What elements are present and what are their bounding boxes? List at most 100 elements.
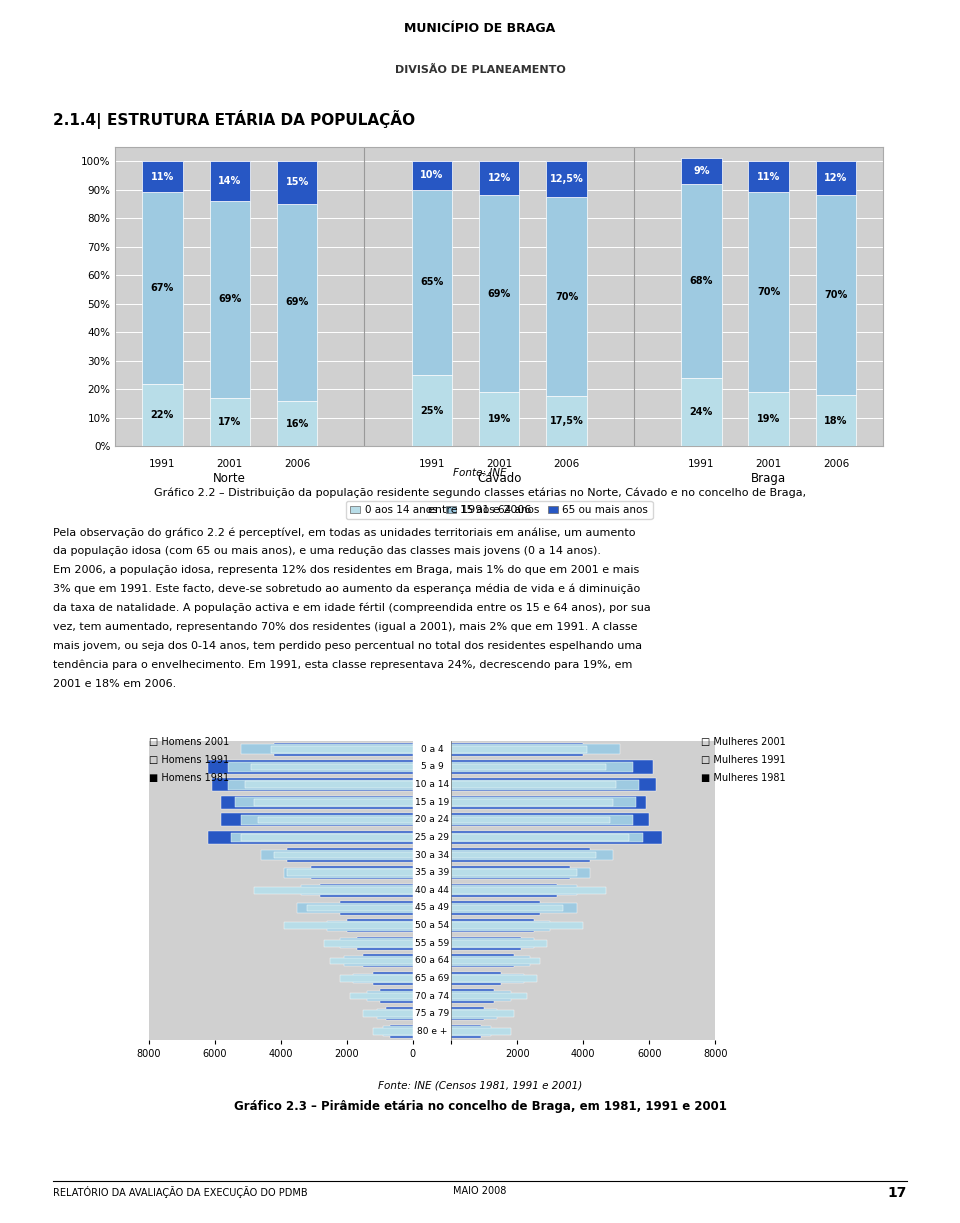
Bar	[367, 991, 413, 1002]
Bar	[451, 817, 610, 823]
Bar	[271, 746, 413, 752]
Bar	[324, 940, 413, 947]
Text: 12%: 12%	[488, 174, 511, 183]
Bar	[451, 1029, 511, 1035]
Bar	[451, 815, 633, 824]
Bar	[373, 1029, 413, 1035]
Bar	[347, 918, 413, 932]
Bar	[340, 901, 413, 915]
Bar	[276, 204, 318, 401]
Bar	[451, 887, 607, 894]
Bar	[412, 190, 452, 375]
Bar	[451, 870, 577, 876]
Bar	[275, 742, 413, 756]
Bar	[252, 763, 413, 770]
Bar	[412, 375, 452, 446]
Bar	[451, 974, 524, 983]
Bar	[380, 989, 413, 1003]
Text: MUNICÍPIO DE BRAGA: MUNICÍPIO DE BRAGA	[404, 22, 556, 35]
Bar	[451, 1007, 484, 1020]
Text: 25 a 29: 25 a 29	[415, 833, 449, 841]
Bar	[287, 849, 413, 862]
Text: 15%: 15%	[285, 177, 309, 187]
Text: 70 a 74: 70 a 74	[415, 992, 449, 1000]
Bar	[287, 870, 413, 876]
Bar	[451, 850, 612, 860]
Bar	[363, 1010, 413, 1018]
Legend: 0 aos 14 anos, 15 aos 64 anos, 65 ou mais anos: 0 aos 14 anos, 15 aos 64 anos, 65 ou mai…	[346, 500, 653, 519]
Bar	[451, 918, 534, 932]
Text: 14%: 14%	[218, 176, 241, 186]
Bar	[451, 1009, 497, 1019]
Text: da população idosa (com 65 ou mais anos), e uma redução das classes mais jovens : da população idosa (com 65 ou mais anos)…	[53, 545, 601, 556]
Bar	[546, 197, 587, 396]
Bar	[451, 885, 577, 895]
Text: 69%: 69%	[285, 297, 309, 307]
Bar	[451, 958, 540, 964]
Bar	[254, 887, 413, 894]
Text: 69%: 69%	[218, 295, 241, 305]
Text: 35 a 39: 35 a 39	[415, 868, 449, 877]
Text: 11%: 11%	[151, 171, 174, 182]
Bar	[376, 1009, 413, 1019]
Bar	[479, 196, 519, 393]
Text: 2001 e 18% em 2006.: 2001 e 18% em 2006.	[53, 679, 176, 689]
Text: da taxa de natalidade. A população activa e em idade fértil (compreendida entre : da taxa de natalidade. A população activ…	[53, 603, 651, 614]
Text: 2006: 2006	[823, 459, 850, 470]
Bar	[479, 393, 519, 446]
Bar	[208, 761, 413, 774]
Bar	[451, 972, 501, 985]
Bar	[261, 850, 413, 860]
Text: 68%: 68%	[689, 276, 713, 286]
Bar	[451, 1026, 491, 1036]
Text: DIVISÃO DE PLANEAMENTO: DIVISÃO DE PLANEAMENTO	[395, 65, 565, 75]
Bar	[451, 830, 662, 844]
Text: Cávado: Cávado	[477, 472, 521, 486]
Bar	[546, 396, 587, 446]
Text: 2001: 2001	[486, 459, 513, 470]
Bar	[211, 778, 413, 791]
Bar	[451, 901, 540, 915]
Text: □ Homens 1991: □ Homens 1991	[149, 755, 228, 766]
Bar	[749, 192, 789, 393]
Bar	[451, 993, 527, 999]
Text: □ Homens 2001: □ Homens 2001	[149, 736, 229, 746]
Bar	[241, 834, 413, 840]
Bar	[142, 192, 182, 384]
Bar	[749, 393, 789, 446]
Bar	[228, 779, 413, 790]
Text: 40 a 44: 40 a 44	[415, 885, 449, 895]
Text: 69%: 69%	[488, 289, 511, 298]
Bar	[451, 813, 649, 827]
Bar	[257, 817, 413, 823]
Bar	[816, 161, 856, 196]
Bar	[234, 797, 413, 807]
Text: □ Mulheres 1991: □ Mulheres 1991	[701, 755, 785, 766]
Bar	[451, 956, 531, 966]
Bar	[383, 1026, 413, 1036]
Text: 10%: 10%	[420, 170, 444, 180]
Bar	[451, 940, 547, 947]
Bar	[241, 815, 413, 824]
Bar	[321, 884, 413, 896]
Text: Fonte: INE (Censos 1981, 1991 e 2001): Fonte: INE (Censos 1981, 1991 e 2001)	[378, 1081, 582, 1091]
Bar	[222, 796, 413, 808]
Text: ■ Homens 1981: ■ Homens 1981	[149, 773, 228, 784]
Text: 5 a 9: 5 a 9	[420, 762, 444, 772]
Text: Norte: Norte	[213, 472, 246, 486]
Bar	[209, 397, 250, 446]
Text: 67%: 67%	[151, 283, 174, 294]
Text: Braga: Braga	[751, 472, 786, 486]
Bar	[231, 833, 413, 843]
Text: mais jovem, ou seja dos 0-14 anos, tem perdido peso percentual no total dos resi: mais jovem, ou seja dos 0-14 anos, tem p…	[53, 641, 642, 651]
Text: 75 a 79: 75 a 79	[415, 1009, 449, 1019]
Text: 2001: 2001	[217, 459, 243, 470]
Text: 22%: 22%	[151, 410, 174, 419]
Bar	[451, 762, 633, 772]
Text: 1991: 1991	[419, 459, 445, 470]
Text: Fonte: INE: Fonte: INE	[453, 468, 507, 478]
Bar	[681, 158, 722, 183]
Bar	[222, 813, 413, 827]
Bar	[353, 974, 413, 983]
Bar	[451, 938, 534, 948]
